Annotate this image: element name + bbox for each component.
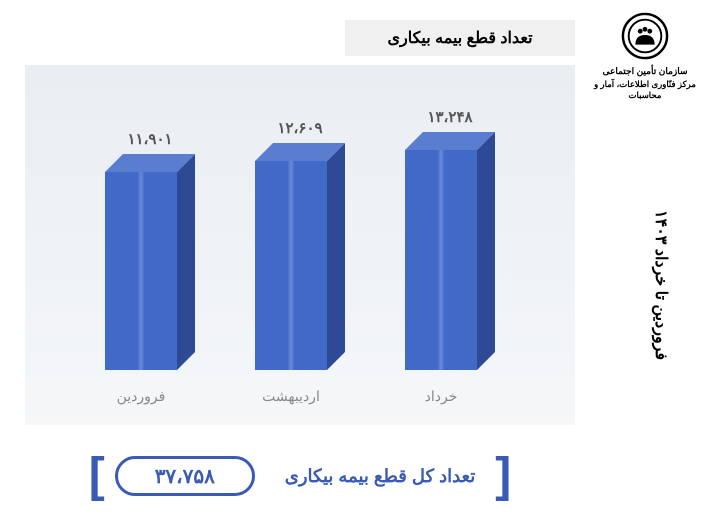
org-subname: مرکز فنّاوری اطلاعات، آمار و محاسبات — [585, 79, 705, 101]
summary-label: تعداد کل قطع بیمه بیکاری — [285, 466, 475, 487]
org-logo-icon — [621, 12, 669, 60]
bar-value: ۱۲،۶۰۹ — [240, 119, 360, 137]
bar — [405, 132, 495, 370]
chart-title: تعداد قطع بیمه بیکاری — [345, 20, 575, 56]
bar — [105, 154, 195, 370]
bar-category: فروردین — [71, 388, 211, 405]
bracket-right-icon: [ — [495, 456, 511, 496]
bar-value: ۱۳،۲۴۸ — [390, 108, 510, 126]
bar-category: اردیبهشت — [221, 388, 361, 405]
summary-row: [ تعداد کل قطع بیمه بیکاری ۳۷،۷۵۸ ] — [60, 451, 540, 501]
bar-category: خرداد — [371, 388, 511, 405]
bracket-left-icon: ] — [89, 456, 105, 496]
summary-value: ۳۷،۷۵۸ — [115, 456, 255, 496]
chart-area: ۱۱،۹۰۱ فروردین ۱۲،۶۰۹ اردیبهشت ۱۳،۲۴۸ خرداد — [25, 65, 575, 425]
period-label: فروردین تا خرداد ۱۴۰۳ — [651, 210, 670, 360]
bar-value: ۱۱،۹۰۱ — [90, 130, 210, 148]
sidebar: سازمان تأمین اجتماعی مرکز فنّاوری اطلاعا… — [585, 0, 705, 531]
bar — [255, 143, 345, 370]
org-name: سازمان تأمین اجتماعی — [602, 66, 687, 77]
